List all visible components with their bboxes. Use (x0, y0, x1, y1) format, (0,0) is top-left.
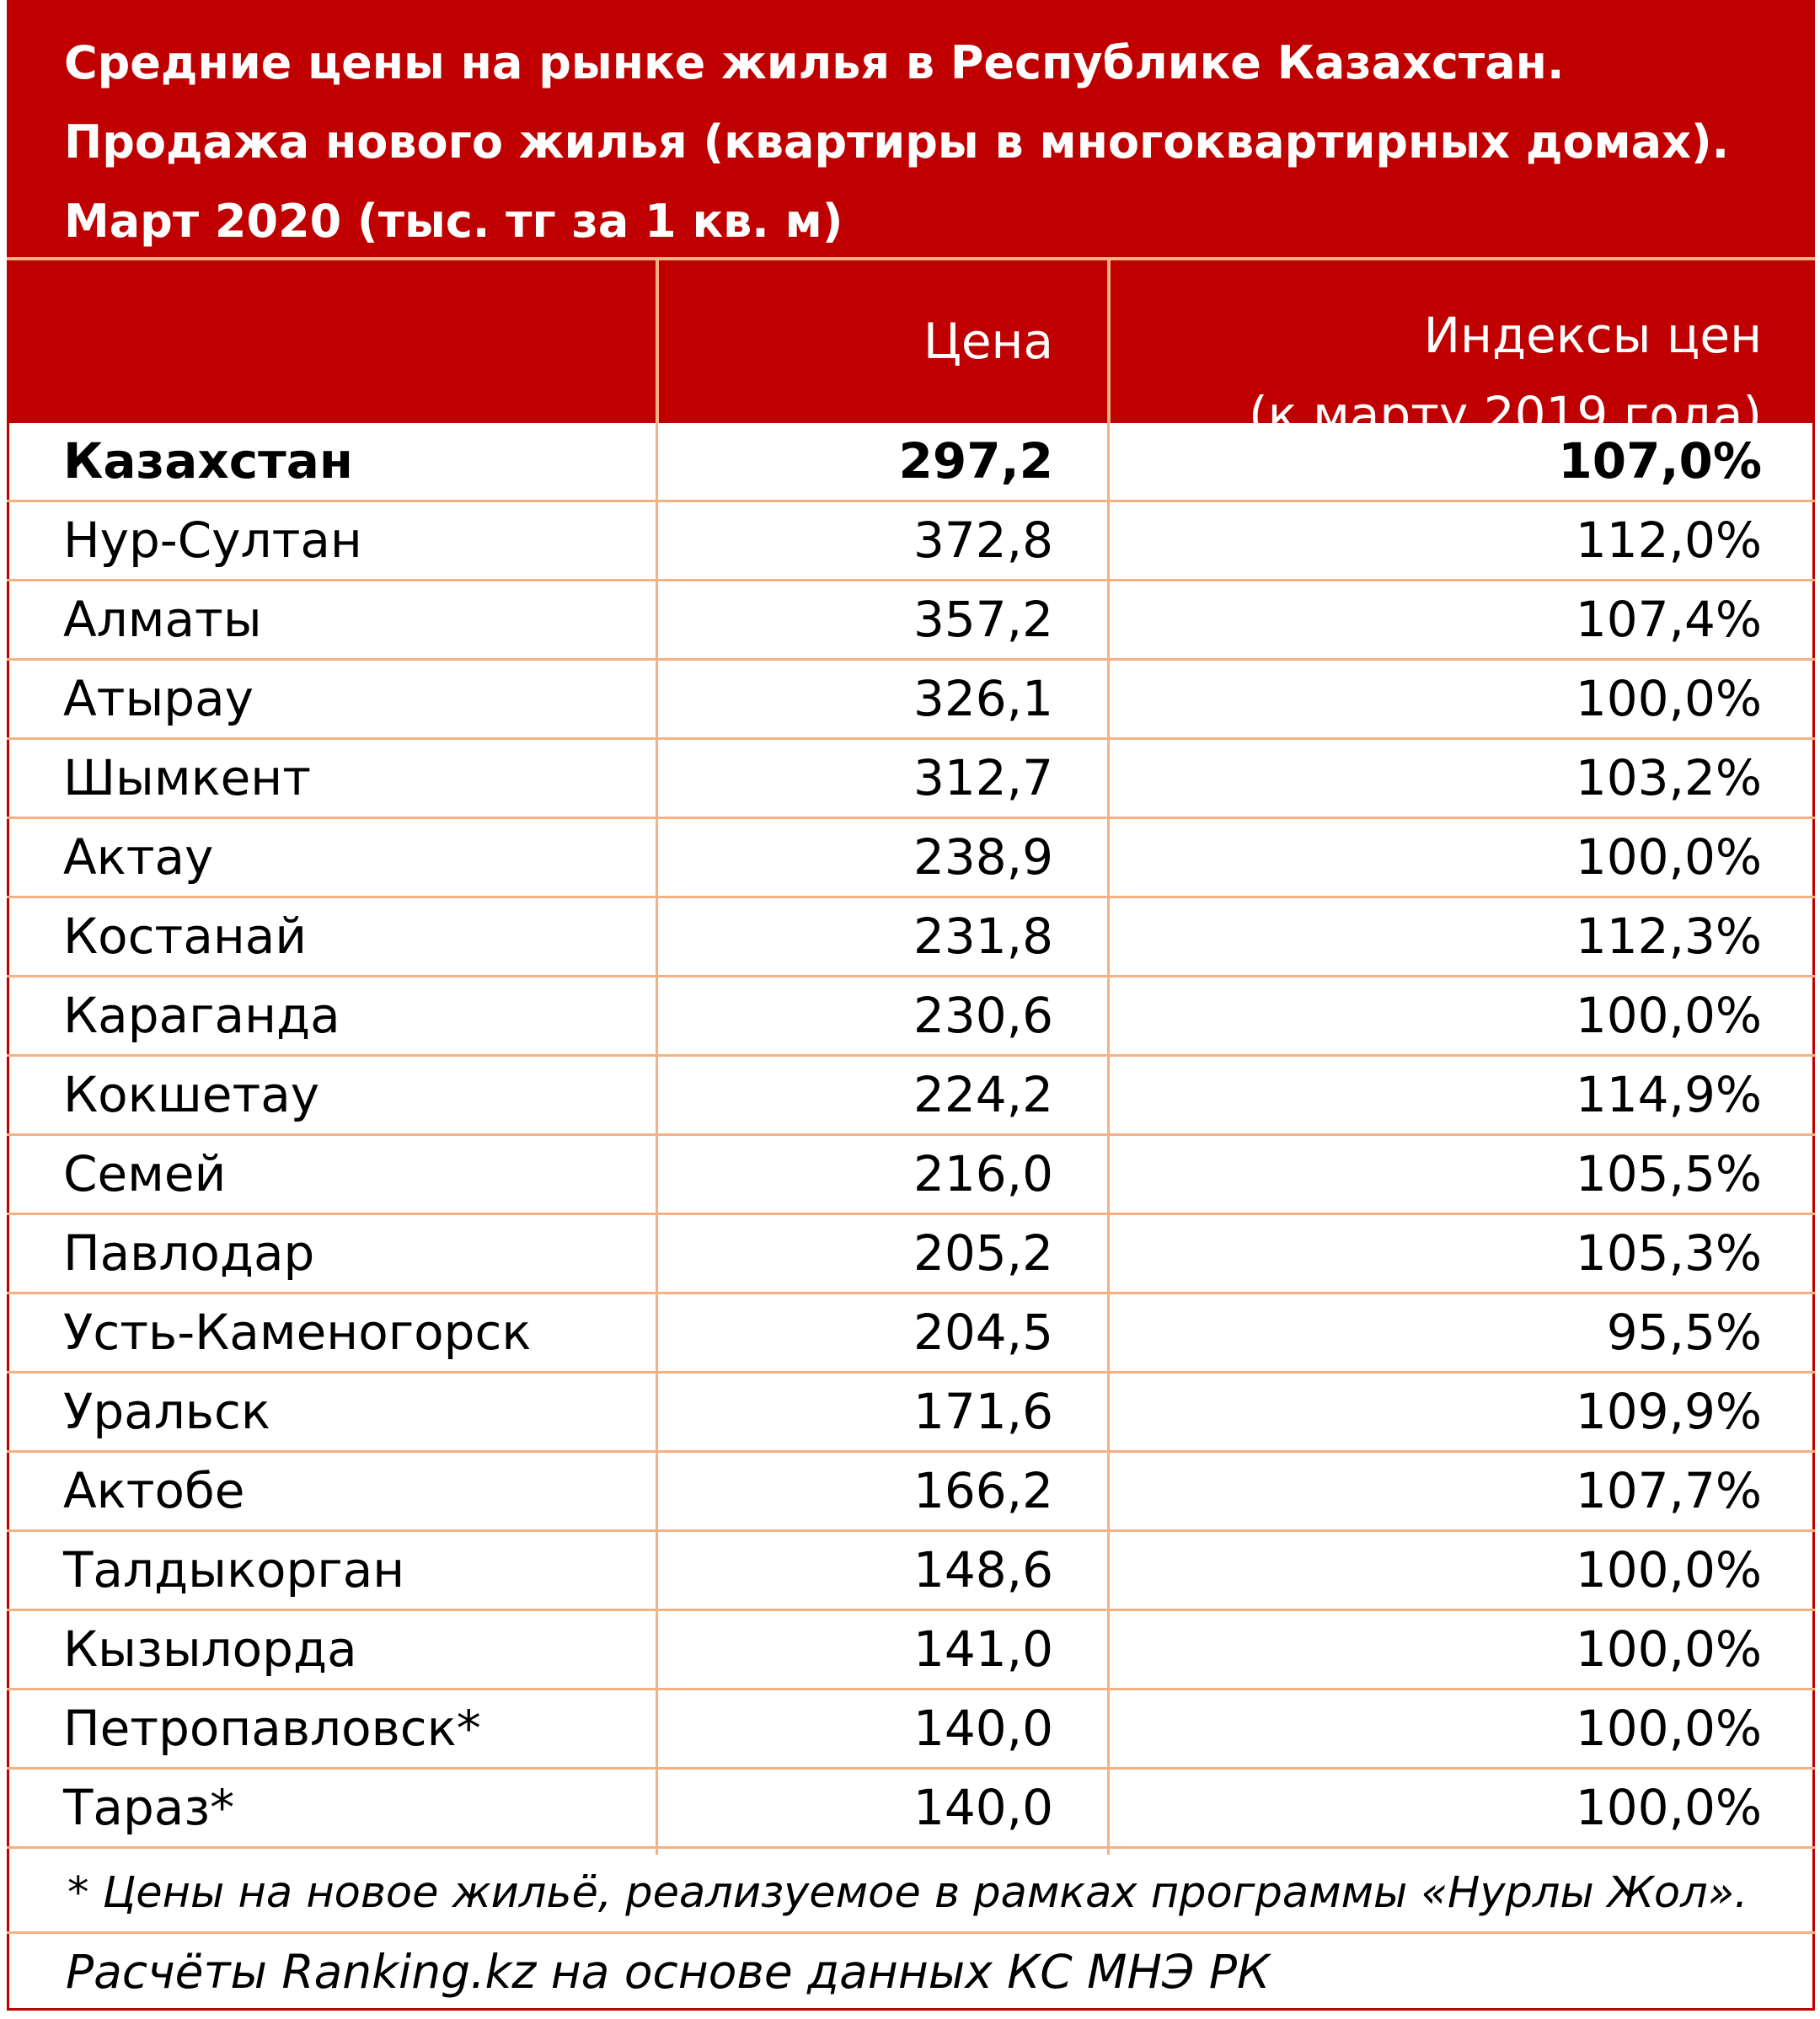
price-cell: 230,6 (913, 987, 1053, 1044)
price-cell: 326,1 (913, 670, 1053, 727)
index-cell: 100,0% (1575, 1541, 1762, 1599)
index-cell: 95,5% (1606, 1304, 1762, 1361)
price-cell: 166,2 (913, 1462, 1053, 1519)
index-cell: 100,0% (1575, 828, 1762, 886)
index-cell: 100,0% (1575, 1700, 1762, 1757)
table-title: Средние цены на рынке жилья в Республике… (7, 0, 1815, 257)
price-cell: 231,8 (913, 908, 1053, 965)
city-cell: Шымкент (63, 749, 311, 806)
table-row: Уральск 171,6 109,9% (7, 1374, 1815, 1453)
price-cell: 297,2 (898, 432, 1053, 490)
table-row: Кызылорда 141,0 100,0% (7, 1611, 1815, 1690)
table-row: Тараз* 140,0 100,0% (7, 1770, 1815, 1849)
price-cell: 312,7 (913, 749, 1053, 806)
index-cell: 100,0% (1575, 1620, 1762, 1678)
price-cell: 204,5 (913, 1304, 1053, 1361)
table-body: Казахстан 297,2 107,0% Нур-Султан 372,8 112,0… (7, 423, 1815, 1849)
price-cell: 205,2 (913, 1224, 1053, 1282)
table-row: Усть-Каменогорск 204,5 95,5% (7, 1294, 1815, 1374)
price-cell: 238,9 (913, 828, 1053, 886)
index-cell: 107,7% (1575, 1462, 1762, 1519)
index-cell: 112,3% (1575, 908, 1762, 965)
title-line-3: Март 2020 (тыс. тг за 1 кв. м) (64, 195, 843, 248)
index-cell: 103,2% (1575, 749, 1762, 806)
price-column-header: Цена (923, 313, 1053, 370)
city-cell: Кокшетау (63, 1066, 320, 1123)
city-cell: Нур-Султан (63, 511, 362, 569)
city-cell: Семей (63, 1145, 227, 1202)
footnote: * Цены на новое жильё, реализуемое в рам… (7, 1855, 1815, 1934)
city-cell: Актобе (63, 1462, 245, 1519)
city-cell: Костанай (63, 908, 308, 965)
header-divider-1 (656, 260, 659, 423)
city-cell: Талдыкорган (63, 1541, 405, 1599)
source-note: Расчёты Ranking.kz на основе данных КС М… (66, 1945, 1271, 1999)
header-divider-2 (1107, 260, 1111, 423)
table-row: Актау 238,9 100,0% (7, 819, 1815, 898)
index-cell: 100,0% (1575, 987, 1762, 1044)
price-cell: 372,8 (913, 511, 1053, 569)
price-cell: 357,2 (913, 591, 1053, 648)
table-row: Кокшетау 224,2 114,9% (7, 1057, 1815, 1136)
table-row: Талдыкорган 148,6 100,0% (7, 1532, 1815, 1611)
index-cell: 107,0% (1558, 432, 1762, 490)
city-cell: Атырау (63, 670, 254, 727)
price-cell: 216,0 (913, 1145, 1053, 1202)
table-row: Атырау 326,1 100,0% (7, 661, 1815, 740)
index-cell: 112,0% (1575, 511, 1762, 569)
city-cell: Кызылорда (63, 1620, 357, 1678)
price-cell: 148,6 (913, 1541, 1053, 1599)
index-cell: 109,9% (1575, 1383, 1762, 1440)
city-cell: Тараз* (63, 1779, 235, 1836)
index-header-line-2: (к марту 2019 года) (1248, 386, 1762, 443)
city-cell: Алматы (63, 591, 262, 648)
table-row: Шымкент 312,7 103,2% (7, 740, 1815, 819)
table-row: Нур-Султан 372,8 112,0% (7, 502, 1815, 581)
city-cell: Уральск (63, 1383, 270, 1440)
grid-divider-1 (656, 423, 658, 1855)
price-cell: 224,2 (913, 1066, 1053, 1123)
total-row: Казахстан 297,2 107,0% (7, 423, 1815, 502)
table-row: Семей 216,0 105,5% (7, 1136, 1815, 1215)
title-line-2: Продажа нового жилья (квартиры в многокв… (64, 115, 1730, 169)
city-cell: Караганда (63, 987, 340, 1044)
city-cell: Казахстан (63, 432, 354, 490)
grid-divider-2 (1107, 423, 1110, 1855)
table-row: Костанай 231,8 112,3% (7, 898, 1815, 977)
price-cell: 140,0 (913, 1700, 1053, 1757)
city-cell: Усть-Каменогорск (63, 1304, 532, 1361)
city-cell: Петропавловск* (63, 1700, 481, 1757)
price-cell: 140,0 (913, 1779, 1053, 1836)
index-cell: 114,9% (1575, 1066, 1762, 1123)
city-cell: Павлодар (63, 1224, 315, 1282)
index-cell: 107,4% (1575, 591, 1762, 648)
price-cell: 171,6 (913, 1383, 1053, 1440)
title-line-1: Средние цены на рынке жилья в Республике… (64, 36, 1565, 89)
table-row: Павлодар 205,2 105,3% (7, 1215, 1815, 1294)
table-row: Алматы 357,2 107,4% (7, 581, 1815, 661)
table-row: Петропавловск* 140,0 100,0% (7, 1690, 1815, 1770)
index-cell: 100,0% (1575, 1779, 1762, 1836)
column-header-row: Цена Индексы цен (к марту 2019 года) (7, 257, 1815, 443)
table-row: Караганда 230,6 100,0% (7, 977, 1815, 1057)
table-row: Актобе 166,2 107,7% (7, 1453, 1815, 1532)
city-cell: Актау (63, 828, 214, 886)
price-cell: 141,0 (913, 1620, 1053, 1678)
index-column-header: Индексы цен (к марту 2019 года) (1111, 296, 1762, 454)
index-cell: 105,3% (1575, 1224, 1762, 1282)
index-cell: 100,0% (1575, 670, 1762, 727)
index-header-line-1: Индексы цен (1423, 307, 1762, 364)
index-cell: 105,5% (1575, 1145, 1762, 1202)
